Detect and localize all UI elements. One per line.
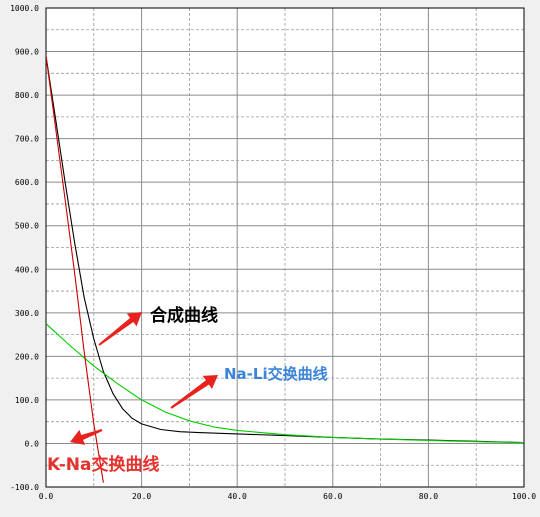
- composite-arrow: [98, 312, 142, 346]
- plot-frame: [45, 7, 525, 488]
- x-tick-label: 60.0: [323, 492, 342, 501]
- y-tick-label: 600.0: [15, 178, 39, 187]
- y-tick-label: 700.0: [15, 135, 39, 144]
- x-tick-label: 100.0: [512, 492, 536, 501]
- na-li-curve-label: Na-Li交换曲线: [224, 365, 328, 383]
- plot-area: [45, 7, 525, 488]
- y-tick-label: -100.0: [10, 483, 39, 492]
- y-tick-label: 400.0: [15, 265, 39, 274]
- series-lines: [46, 55, 524, 483]
- k-na-exchange-curve-line: [46, 55, 104, 483]
- x-tick-label: 80.0: [419, 492, 438, 501]
- y-tick-label: 300.0: [15, 309, 39, 318]
- k-na-curve-label: K-Na交换曲线: [47, 454, 159, 475]
- tick-labels: -100.00.0100.0200.0300.0400.0500.0600.07…: [10, 4, 536, 501]
- x-tick-label: 0.0: [39, 492, 54, 501]
- x-tick-label: 20.0: [132, 492, 151, 501]
- y-tick-label: 500.0: [15, 222, 39, 231]
- x-tick-label: 40.0: [228, 492, 247, 501]
- y-tick-label: 800.0: [15, 91, 39, 100]
- y-tick-label: 200.0: [15, 352, 39, 361]
- y-tick-label: 900.0: [15, 48, 39, 57]
- na-li-exchange-curve-line: [46, 323, 524, 444]
- y-tick-label: 1000.0: [10, 4, 39, 13]
- composite-curve-label: 合成曲线: [150, 305, 218, 326]
- na-li-arrow: [170, 375, 218, 409]
- k-na-arrow: [70, 429, 103, 445]
- y-tick-label: 0.0: [25, 439, 40, 448]
- y-tick-label: 100.0: [15, 396, 39, 405]
- annotations: 合成曲线 Na-Li交换曲线 K-Na交换曲线: [47, 305, 328, 475]
- grid: [45, 7, 525, 488]
